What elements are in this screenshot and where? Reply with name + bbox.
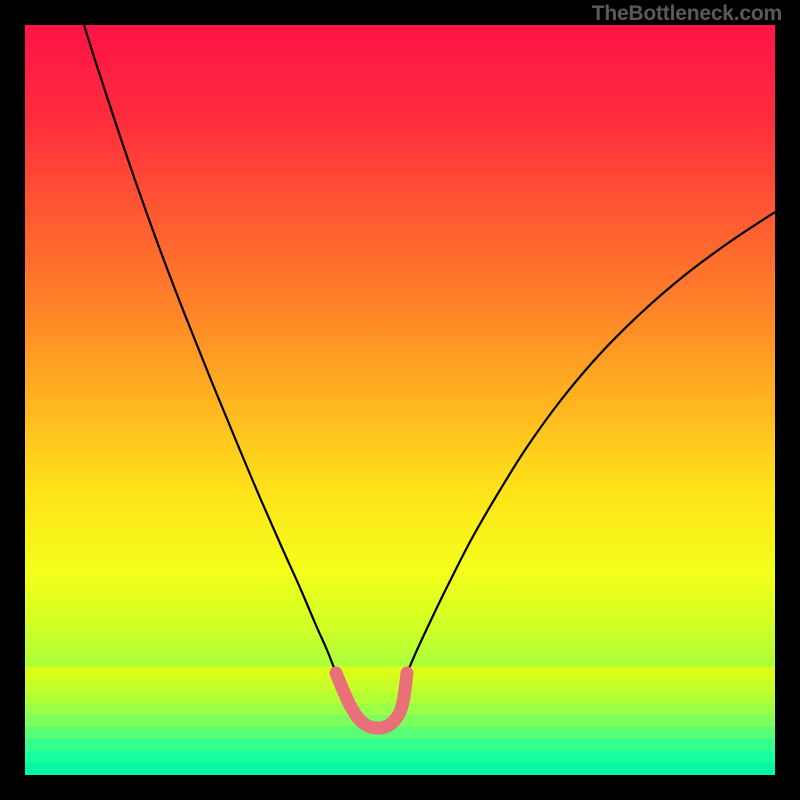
curves-layer	[25, 25, 775, 775]
watermark-text: TheBottleneck.com	[592, 2, 782, 26]
black-curve-right	[407, 212, 775, 673]
black-curve-left	[84, 25, 336, 673]
pink-curve	[336, 673, 407, 728]
plot-area	[25, 25, 775, 775]
